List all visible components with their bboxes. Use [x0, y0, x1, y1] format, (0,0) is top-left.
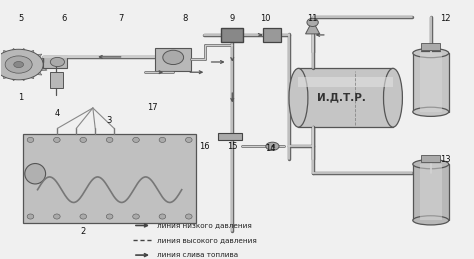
Bar — [413, 164, 449, 220]
Ellipse shape — [413, 216, 449, 225]
Ellipse shape — [159, 137, 166, 142]
FancyBboxPatch shape — [221, 28, 243, 41]
Text: линия низкого давления: линия низкого давления — [156, 222, 251, 228]
Ellipse shape — [50, 57, 64, 67]
Text: 12: 12 — [440, 14, 450, 23]
Text: 11: 11 — [307, 14, 318, 23]
Ellipse shape — [185, 214, 192, 219]
Ellipse shape — [0, 49, 43, 80]
Polygon shape — [11, 77, 18, 81]
Polygon shape — [3, 51, 9, 54]
Text: 5: 5 — [18, 14, 23, 23]
Polygon shape — [40, 58, 47, 62]
Text: 4: 4 — [55, 109, 60, 118]
Text: линия слива топлива: линия слива топлива — [156, 252, 238, 258]
Polygon shape — [3, 75, 9, 79]
Ellipse shape — [413, 48, 449, 58]
Ellipse shape — [383, 68, 402, 127]
Text: 17: 17 — [146, 103, 157, 112]
Ellipse shape — [307, 18, 318, 26]
Polygon shape — [0, 71, 2, 75]
Ellipse shape — [27, 214, 34, 219]
Bar — [299, 77, 393, 88]
Text: 16: 16 — [199, 142, 209, 151]
Polygon shape — [35, 54, 42, 57]
Text: 15: 15 — [227, 142, 237, 151]
Text: 6: 6 — [62, 14, 67, 23]
Ellipse shape — [14, 61, 24, 68]
Ellipse shape — [54, 137, 60, 142]
Ellipse shape — [133, 214, 139, 219]
Text: 13: 13 — [440, 155, 450, 163]
Bar — [413, 53, 449, 112]
Text: 8: 8 — [182, 14, 188, 23]
FancyBboxPatch shape — [218, 133, 242, 140]
Polygon shape — [43, 63, 49, 66]
Polygon shape — [0, 54, 2, 57]
Ellipse shape — [163, 50, 183, 64]
Polygon shape — [19, 77, 26, 81]
Ellipse shape — [5, 56, 32, 73]
Ellipse shape — [106, 214, 113, 219]
FancyBboxPatch shape — [263, 28, 281, 42]
Ellipse shape — [413, 160, 449, 169]
FancyBboxPatch shape — [421, 155, 440, 162]
Polygon shape — [306, 25, 319, 34]
Ellipse shape — [25, 163, 46, 184]
Text: 2: 2 — [81, 227, 86, 236]
Ellipse shape — [106, 137, 113, 142]
Polygon shape — [19, 48, 26, 52]
FancyBboxPatch shape — [155, 48, 191, 71]
Ellipse shape — [80, 214, 87, 219]
FancyBboxPatch shape — [43, 56, 67, 68]
Polygon shape — [28, 51, 34, 54]
Ellipse shape — [27, 137, 34, 142]
Ellipse shape — [185, 137, 192, 142]
FancyBboxPatch shape — [50, 72, 63, 88]
Ellipse shape — [289, 68, 308, 127]
Bar — [299, 68, 393, 127]
Ellipse shape — [133, 137, 139, 142]
Polygon shape — [40, 67, 47, 71]
Ellipse shape — [159, 214, 166, 219]
Text: И.Д.Т.Р.: И.Д.Т.Р. — [317, 93, 365, 103]
Text: 9: 9 — [229, 14, 235, 23]
Polygon shape — [11, 48, 18, 52]
Polygon shape — [28, 75, 34, 79]
Polygon shape — [35, 71, 42, 75]
Ellipse shape — [54, 214, 60, 219]
Text: 1: 1 — [18, 93, 23, 102]
Text: 10: 10 — [260, 14, 271, 23]
Text: линия высокого давления: линия высокого давления — [156, 237, 256, 243]
FancyBboxPatch shape — [421, 43, 440, 51]
Bar — [420, 53, 442, 112]
Ellipse shape — [80, 137, 87, 142]
Ellipse shape — [266, 142, 279, 150]
Bar — [420, 164, 442, 220]
Ellipse shape — [413, 107, 449, 116]
Text: 7: 7 — [118, 14, 124, 23]
FancyBboxPatch shape — [23, 133, 196, 223]
Text: 3: 3 — [107, 116, 112, 125]
Text: 14: 14 — [265, 144, 275, 153]
